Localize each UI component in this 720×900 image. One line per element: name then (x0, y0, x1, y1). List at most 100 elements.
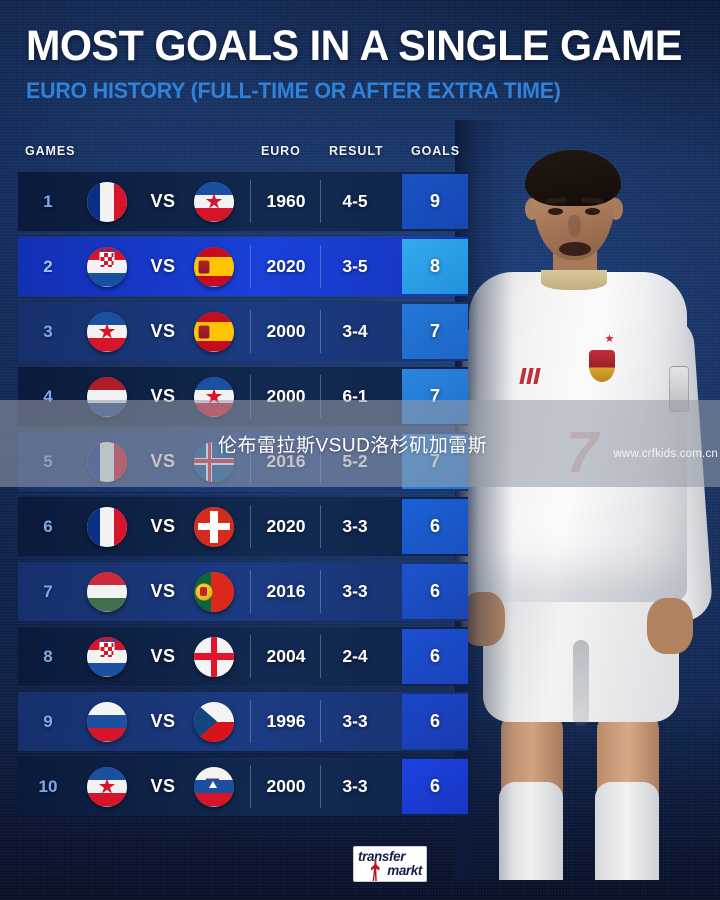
flag-france (87, 506, 127, 547)
column-divider (250, 570, 251, 613)
row-background (18, 562, 468, 621)
flag-spain (194, 246, 234, 287)
column-divider (320, 635, 321, 678)
row-euro: 1996 (266, 711, 306, 731)
table-row[interactable]: 6 VS 2020 3-3 6 (18, 497, 468, 556)
vs-label: VS (150, 191, 176, 211)
flag-portugal (194, 571, 234, 612)
column-divider (320, 245, 321, 288)
row-result: 3-3 (342, 581, 368, 601)
row-background (18, 497, 468, 556)
row-background (18, 237, 468, 296)
logo-figure-icon (371, 859, 380, 881)
column-divider (250, 765, 251, 808)
column-divider (250, 635, 251, 678)
flag-yugoslavia (87, 766, 127, 807)
row-background (18, 172, 468, 231)
vs-label: VS (150, 776, 176, 796)
watermark-overlay: 伦布雷拉斯VSUD洛杉矶加雷斯 www.crfkids.com.cn (0, 400, 720, 487)
vs-label: VS (150, 256, 176, 276)
table-row[interactable]: 2 VS 2020 3-5 8 (18, 237, 468, 296)
flag-switzerland (194, 506, 234, 547)
row-background (18, 302, 468, 361)
logo-line-2: markt (387, 863, 422, 878)
header: MOST GOALS IN A SINGLE GAME EURO HISTORY… (26, 22, 694, 104)
flag-croatia (87, 246, 127, 287)
row-euro: 2020 (266, 256, 306, 276)
flag-england (194, 636, 234, 677)
flag-yugoslavia (194, 181, 234, 222)
row-rank: 2 (43, 256, 53, 276)
row-rank: 10 (38, 776, 58, 796)
flag-russia (87, 701, 127, 742)
row-goals: 6 (402, 629, 468, 684)
row-result: 3-3 (342, 516, 368, 536)
column-divider (250, 245, 251, 288)
row-rank: 1 (43, 191, 53, 211)
vs-label: VS (150, 516, 176, 536)
row-goals: 9 (402, 174, 468, 229)
player-photo-fade (455, 120, 720, 880)
row-rank: 4 (43, 386, 53, 406)
row-goals: 6 (402, 564, 468, 619)
row-rank: 8 (43, 646, 53, 666)
row-goals: 7 (402, 304, 468, 359)
column-header-goals: GOALS (411, 144, 460, 158)
watermark-text: 伦布雷拉斯VSUD洛杉矶加雷斯 (218, 435, 488, 456)
flag-slovenia (194, 766, 234, 807)
vs-label: VS (150, 581, 176, 601)
row-result: 3-3 (342, 711, 368, 731)
flag-france (87, 181, 127, 222)
table-row[interactable]: 3 VS 2000 3-4 7 (18, 302, 468, 361)
column-divider (320, 570, 321, 613)
column-divider (320, 700, 321, 743)
transfermarkt-logo: transfer markt (353, 846, 427, 882)
row-rank: 9 (43, 711, 53, 731)
row-euro: 2016 (266, 581, 306, 601)
column-header-euro: EURO (261, 144, 301, 158)
row-goals: 6 (402, 694, 468, 749)
table-row[interactable]: 9 VS 1996 3-3 6 (18, 692, 468, 751)
column-divider (250, 700, 251, 743)
vs-label: VS (150, 321, 176, 341)
column-divider (320, 180, 321, 223)
flag-croatia (87, 636, 127, 677)
row-result: 2-4 (342, 646, 368, 666)
row-euro: 2004 (266, 646, 306, 666)
row-goals: 6 (402, 759, 468, 814)
row-background (18, 627, 468, 686)
table-row[interactable]: 1 VS 1960 4-5 9 (18, 172, 468, 231)
row-euro: 2000 (266, 776, 306, 796)
table-row[interactable]: 4 VS 2000 6-1 7 (18, 367, 468, 426)
row-background (18, 692, 468, 751)
row-euro: 2020 (266, 516, 306, 536)
column-divider (320, 310, 321, 353)
row-result: 3-4 (342, 321, 368, 341)
column-divider (250, 375, 251, 418)
column-divider (320, 765, 321, 808)
column-divider (250, 505, 251, 548)
column-divider (250, 180, 251, 223)
row-background (18, 757, 468, 816)
row-rank: 7 (43, 581, 53, 601)
row-goals: 6 (402, 499, 468, 554)
table-row[interactable]: 8 VS 2004 2-4 6 (18, 627, 468, 686)
page-subtitle: EURO HISTORY (FULL-TIME OR AFTER EXTRA T… (26, 78, 561, 104)
row-goals: 8 (402, 239, 468, 294)
row-result: 3-3 (342, 776, 368, 796)
watermark-url: www.crfkids.com.cn (613, 447, 718, 460)
row-rank: 6 (43, 516, 53, 536)
table-row[interactable]: 7 VS 2016 3-3 6 (18, 562, 468, 621)
flag-czech-republic (194, 701, 234, 742)
table-row[interactable]: 10 VS 2000 3-3 6 (18, 757, 468, 816)
player-photo: 7 (455, 120, 720, 880)
table-column-headers: GAMES EURO RESULT GOALS (0, 144, 720, 166)
vs-label: VS (150, 646, 176, 666)
column-header-games: GAMES (25, 144, 76, 158)
row-result: 3-5 (342, 256, 368, 276)
column-divider (250, 310, 251, 353)
flag-yugoslavia (87, 311, 127, 352)
vs-label: VS (150, 711, 176, 731)
logo-line-1: transfer (358, 849, 406, 864)
page-title: MOST GOALS IN A SINGLE GAME (26, 22, 682, 70)
